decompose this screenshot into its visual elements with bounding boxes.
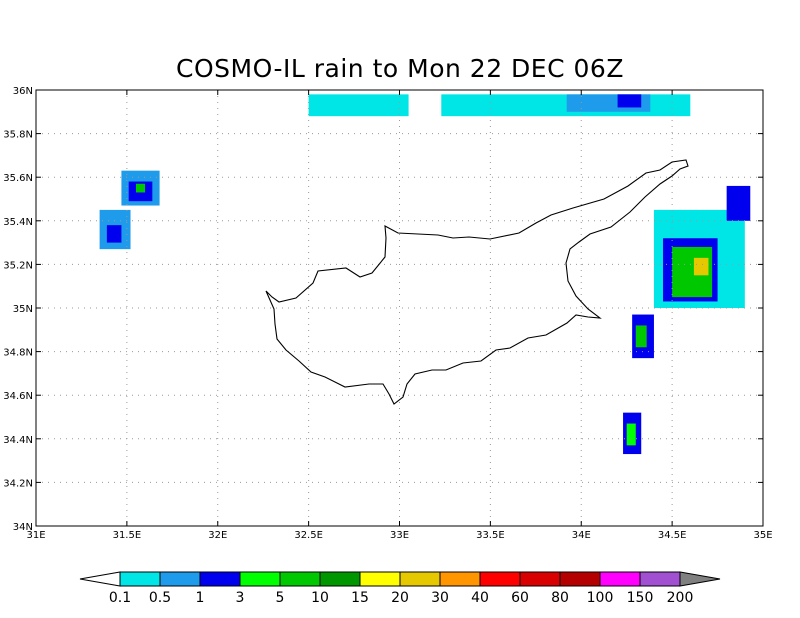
lon-tick-label: 34.5E bbox=[658, 530, 687, 541]
cyprus-coastline bbox=[265, 159, 689, 405]
colorbar-swatch bbox=[279, 571, 321, 587]
colorbar-swatch bbox=[319, 571, 361, 587]
lon-tick-label: 31.5E bbox=[113, 530, 142, 541]
lat-tick-label: 34.8N bbox=[3, 348, 33, 359]
colorbar-label: 1 bbox=[196, 590, 205, 606]
colorbar-swatch bbox=[519, 571, 561, 587]
lat-tick-label: 35N bbox=[13, 304, 33, 315]
rain-area bbox=[441, 94, 691, 117]
lat-tick-label: 35.2N bbox=[3, 260, 33, 271]
lon-tick-label: 32.5E bbox=[294, 530, 323, 541]
colorbar-swatch bbox=[159, 571, 201, 587]
lat-tick-label: 34.4N bbox=[3, 435, 33, 446]
colorbar-swatch bbox=[439, 571, 481, 587]
colorbar-swatch bbox=[599, 571, 641, 587]
colorbar-label: 100 bbox=[587, 590, 614, 606]
colorbar-swatch bbox=[239, 571, 281, 587]
rain-area bbox=[635, 325, 647, 348]
rain-area bbox=[726, 185, 751, 221]
colorbar-label: 0.1 bbox=[109, 590, 131, 606]
lon-tick-label: 33E bbox=[390, 530, 409, 541]
colorbar-swatch bbox=[399, 571, 441, 587]
map-title: COSMO-IL rain to Mon 22 DEC 06Z bbox=[176, 54, 624, 83]
colorbar-swatch bbox=[479, 571, 521, 587]
lat-tick-label: 35.8N bbox=[3, 130, 33, 141]
lon-tick-label: 33.5E bbox=[476, 530, 505, 541]
colorbar-under-arrow bbox=[79, 571, 121, 587]
colorbar-swatch bbox=[559, 571, 601, 587]
colorbar-label: 3 bbox=[236, 590, 245, 606]
lon-tick-label: 35E bbox=[753, 530, 772, 541]
lat-tick-label: 34N bbox=[13, 522, 33, 533]
colorbar-swatch bbox=[199, 571, 241, 587]
colorbar-label: 200 bbox=[667, 590, 694, 606]
rain-field bbox=[99, 94, 751, 455]
lon-tick-label: 32E bbox=[208, 530, 227, 541]
lat-tick-label: 34.2N bbox=[3, 478, 33, 489]
rain-area bbox=[617, 94, 642, 108]
lat-tick-label: 36N bbox=[13, 86, 33, 97]
rain-area bbox=[308, 94, 409, 117]
rain-area bbox=[135, 183, 146, 193]
lon-tick-label: 31E bbox=[26, 530, 45, 541]
colorbar-swatch bbox=[119, 571, 161, 587]
colorbar-label: 150 bbox=[627, 590, 654, 606]
colorbar-legend: 0.1 0.5 1 3 5 10 15 20 30 40 60 80 100 150 200 bbox=[79, 571, 721, 606]
colorbar-label: 0.5 bbox=[149, 590, 171, 606]
colorbar-label: 30 bbox=[431, 590, 449, 606]
lat-tick-label: 35.6N bbox=[3, 173, 33, 184]
colorbar-label: 5 bbox=[276, 590, 285, 606]
colorbar-swatch bbox=[359, 571, 401, 587]
lat-tick-label: 34.6N bbox=[3, 391, 33, 402]
lat-tick-label: 35.4N bbox=[3, 217, 33, 228]
colorbar-label: 15 bbox=[351, 590, 369, 606]
rain-area bbox=[693, 257, 709, 276]
colorbar-label: 80 bbox=[551, 590, 569, 606]
lon-tick-label: 34E bbox=[572, 530, 591, 541]
colorbar-label: 60 bbox=[511, 590, 529, 606]
colorbar-label: 40 bbox=[471, 590, 489, 606]
colorbar-label: 20 bbox=[391, 590, 409, 606]
rain-area bbox=[106, 225, 122, 243]
colorbar-label: 10 bbox=[311, 590, 329, 606]
rain-area bbox=[626, 423, 636, 446]
axis-ticks: 31E 31.5E 32E 32.5E 33E 33.5E 34E 34.5E 35E 34N 34… bbox=[3, 86, 772, 541]
grid-lines bbox=[36, 90, 763, 526]
colorbar-over-arrow bbox=[679, 571, 721, 587]
colorbar-swatch bbox=[639, 571, 681, 587]
